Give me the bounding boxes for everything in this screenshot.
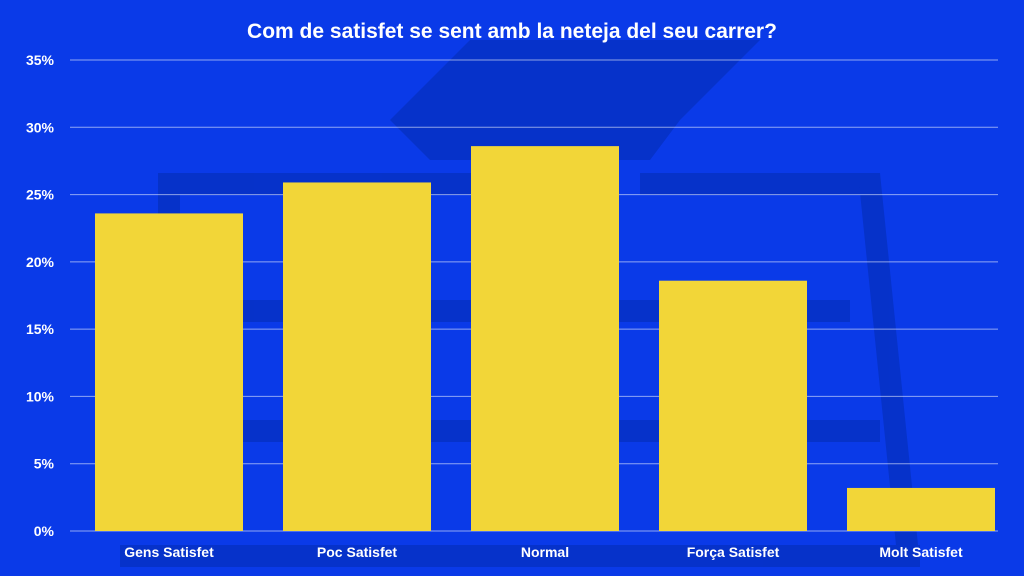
y-tick-label: 25% xyxy=(26,187,55,203)
x-category-label: Molt Satisfet xyxy=(879,544,963,560)
y-tick-label: 30% xyxy=(26,119,55,135)
y-axis-ticks: 0% 5% 10% 15% 20% 25% 30% 35% xyxy=(26,52,55,539)
y-tick-label: 0% xyxy=(34,523,55,539)
x-category-label: Normal xyxy=(521,544,569,560)
bar-4 xyxy=(847,487,995,531)
y-tick-label: 35% xyxy=(26,52,55,68)
y-tick-label: 10% xyxy=(26,388,55,404)
bar-3 xyxy=(659,280,807,531)
bar-1 xyxy=(283,182,431,531)
x-category-label: Poc Satisfet xyxy=(317,544,397,560)
x-axis-categories: Gens Satisfet Poc Satisfet Normal Força Sat… xyxy=(124,544,963,560)
x-category-label: Gens Satisfet xyxy=(124,544,214,560)
chart-title: Com de satisfet se sent amb la neteja de… xyxy=(247,20,777,43)
y-tick-label: 20% xyxy=(26,254,55,270)
y-tick-label: 15% xyxy=(26,321,55,337)
bar-0 xyxy=(95,213,243,531)
bars xyxy=(95,146,995,531)
x-category-label: Força Satisfet xyxy=(687,544,780,560)
y-tick-label: 5% xyxy=(34,456,55,472)
bar-2 xyxy=(471,146,619,531)
